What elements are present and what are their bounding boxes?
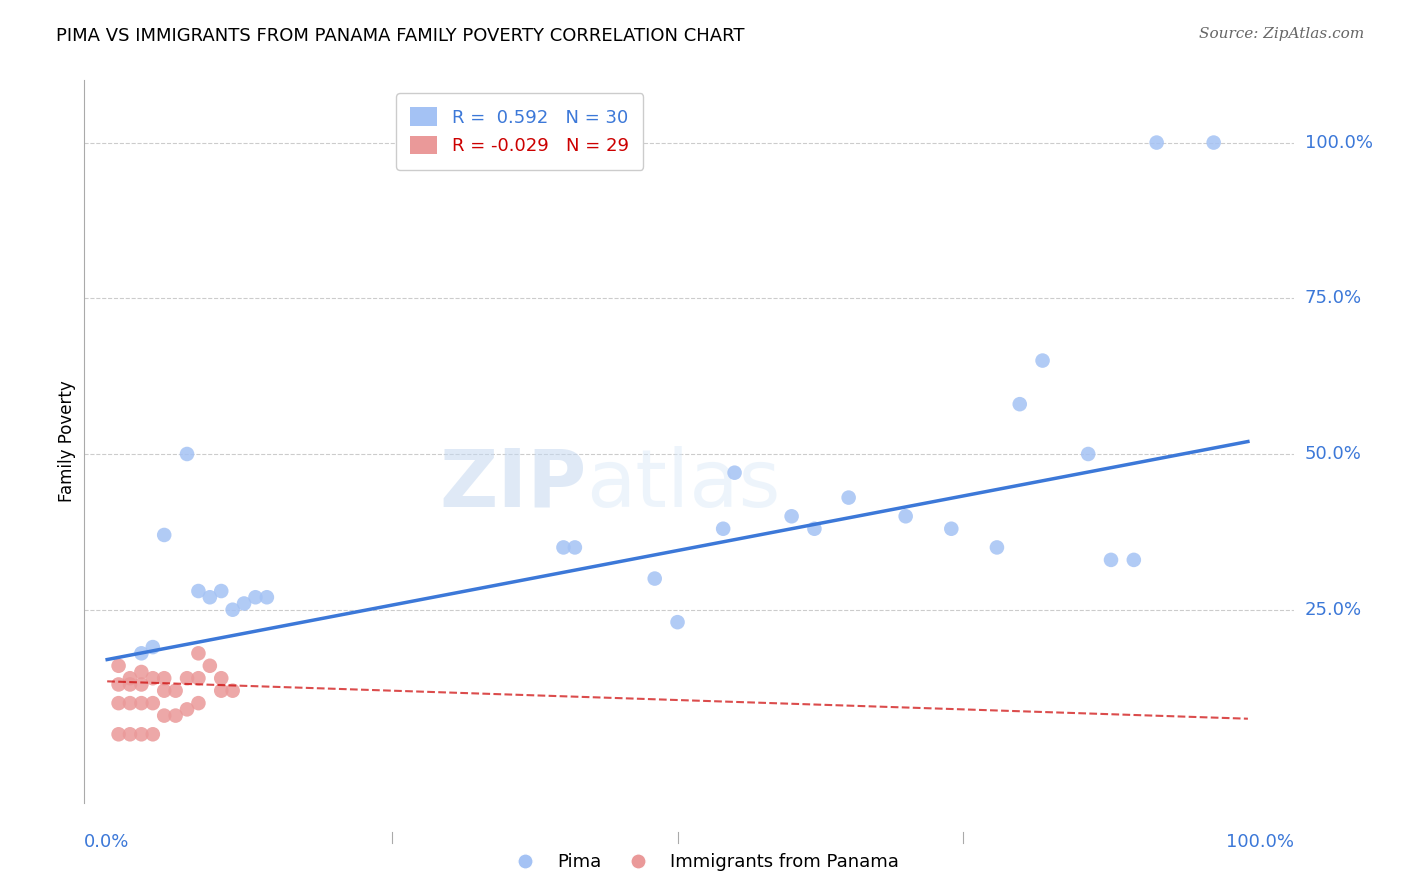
Point: [256, 591, 278, 605]
Point: [894, 509, 917, 524]
Point: [780, 509, 803, 524]
Text: 0.0%: 0.0%: [84, 833, 129, 851]
Point: [187, 671, 209, 685]
Point: [176, 702, 198, 716]
Text: 75.0%: 75.0%: [1305, 289, 1362, 307]
Point: [131, 665, 153, 679]
Y-axis label: Family Poverty: Family Poverty: [58, 381, 76, 502]
Point: [666, 615, 689, 630]
Point: [131, 646, 153, 660]
Point: [118, 677, 141, 691]
Text: 100.0%: 100.0%: [1226, 833, 1294, 851]
Point: [187, 696, 209, 710]
Point: [986, 541, 1008, 555]
Text: 25.0%: 25.0%: [1305, 600, 1362, 619]
Point: [142, 696, 165, 710]
Point: [564, 541, 586, 555]
Legend: R =  0.592   N = 30, R = -0.029   N = 29: R = 0.592 N = 30, R = -0.029 N = 29: [396, 93, 644, 169]
Text: 50.0%: 50.0%: [1305, 445, 1361, 463]
Point: [165, 708, 187, 723]
Point: [187, 584, 209, 599]
Point: [107, 658, 129, 673]
Legend: Pima, Immigrants from Panama: Pima, Immigrants from Panama: [499, 847, 907, 879]
Point: [1099, 553, 1122, 567]
Point: [941, 522, 963, 536]
Point: [107, 696, 129, 710]
Text: PIMA VS IMMIGRANTS FROM PANAMA FAMILY POVERTY CORRELATION CHART: PIMA VS IMMIGRANTS FROM PANAMA FAMILY PO…: [56, 27, 745, 45]
Point: [1146, 136, 1168, 150]
Point: [107, 727, 129, 741]
Point: [553, 541, 575, 555]
Point: [118, 696, 141, 710]
Text: atlas: atlas: [586, 446, 780, 524]
Point: [198, 591, 221, 605]
Point: [153, 683, 176, 698]
Point: [131, 696, 153, 710]
Point: [209, 584, 232, 599]
Point: [209, 671, 232, 685]
Point: [153, 708, 176, 723]
Point: [723, 466, 745, 480]
Point: [118, 671, 141, 685]
Point: [131, 677, 153, 691]
Point: [233, 597, 256, 611]
Text: 100.0%: 100.0%: [1305, 134, 1372, 152]
Point: [221, 603, 243, 617]
Point: [176, 671, 198, 685]
Point: [118, 727, 141, 741]
Point: [1008, 397, 1031, 411]
Point: [1032, 353, 1054, 368]
Point: [711, 522, 734, 536]
Point: [142, 640, 165, 654]
Point: [142, 727, 165, 741]
Point: [1202, 136, 1225, 150]
Text: ZIP: ZIP: [439, 446, 586, 524]
Point: [1122, 553, 1144, 567]
Point: [153, 528, 176, 542]
Point: [131, 727, 153, 741]
Point: [221, 683, 243, 698]
Point: [142, 671, 165, 685]
Point: [107, 677, 129, 691]
Text: Source: ZipAtlas.com: Source: ZipAtlas.com: [1198, 27, 1364, 41]
Point: [1077, 447, 1099, 461]
Point: [209, 683, 232, 698]
Point: [803, 522, 825, 536]
Point: [198, 658, 221, 673]
Point: [187, 646, 209, 660]
Point: [644, 572, 666, 586]
Point: [245, 591, 267, 605]
Point: [153, 671, 176, 685]
Point: [165, 683, 187, 698]
Point: [176, 447, 198, 461]
Point: [838, 491, 860, 505]
